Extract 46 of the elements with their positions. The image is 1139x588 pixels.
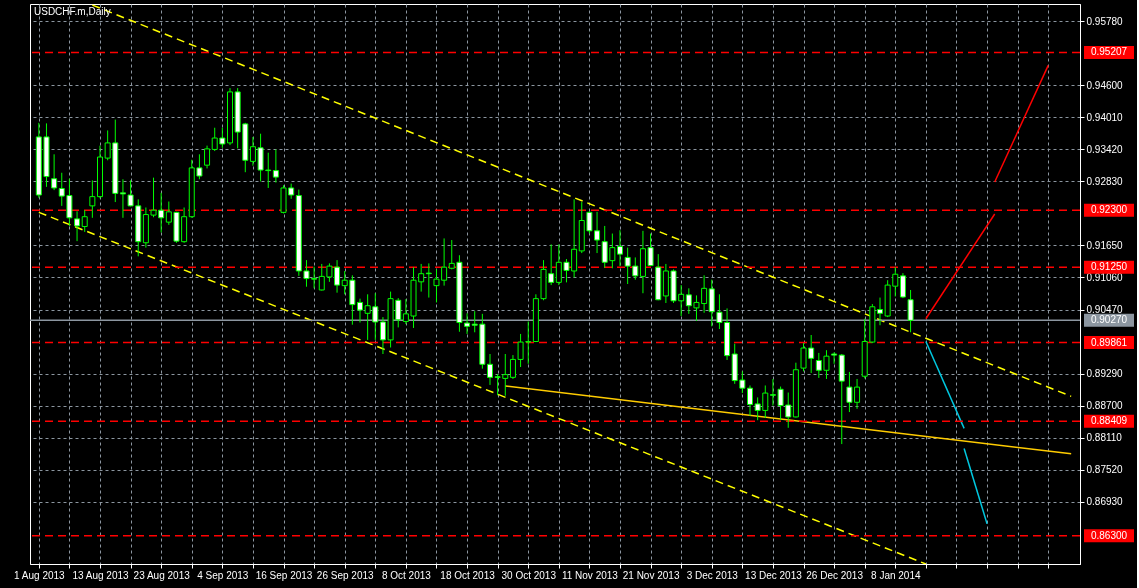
x-tick-label: 11 Nov 2013: [561, 569, 619, 581]
y-tick-label: 0.92830: [1086, 175, 1124, 187]
y-tick-label: 0.90470: [1086, 304, 1124, 315]
ref-line-label: 0.86300: [1090, 529, 1128, 541]
y-tick-label: 0.89290: [1086, 368, 1124, 380]
x-tick-label: 26 Sep 2013: [316, 569, 374, 581]
y-tick-label: 0.87520: [1086, 464, 1124, 476]
y-tick-label: 0.88110: [1086, 432, 1123, 444]
x-tick-label: 8 Oct 2013: [381, 569, 432, 581]
x-tick-label: 30 Oct 2013: [501, 569, 557, 581]
x-tick-label: 8 Jan 2014: [871, 569, 921, 581]
candlestick: [81, 209, 88, 233]
candlestick: [74, 210, 81, 242]
ref-line-label: 0.88409: [1090, 415, 1128, 427]
x-tick-label: 13 Dec 2013: [745, 569, 803, 581]
candlestick: [425, 262, 432, 299]
ref-line-label: 0.91250: [1090, 261, 1128, 273]
candlestick: [204, 145, 211, 169]
x-tick-label: 16 Sep 2013: [255, 569, 313, 581]
x-tick-label: 1 Aug 2013: [14, 569, 66, 581]
x-tick-label: 23 Aug 2013: [133, 569, 191, 581]
ref-line-label: 0.90270: [1090, 314, 1128, 326]
y-tick-label: 0.86930: [1086, 496, 1124, 508]
candlestick: [899, 272, 906, 299]
ref-line-label: 0.95207: [1090, 46, 1128, 58]
y-tick-label: 0.93420: [1086, 143, 1124, 155]
x-tick-label: 18 Oct 2013: [440, 569, 496, 581]
x-tick-label: 13 Aug 2013: [72, 569, 130, 581]
chart-title: USDCHF.m,Daily: [34, 6, 111, 17]
y-tick-label: 0.88700: [1086, 400, 1124, 412]
candlestick: [831, 351, 838, 365]
y-tick-label: 0.91060: [1086, 271, 1124, 283]
ref-line-label: 0.92300: [1090, 204, 1128, 216]
y-tick-label: 0.94600: [1086, 79, 1124, 91]
ref-line-label: 0.89861: [1090, 336, 1128, 348]
x-tick-label: 3 Dec 2013: [686, 569, 739, 581]
y-tick-label: 0.94010: [1086, 111, 1124, 123]
candlestick: [51, 153, 58, 191]
candlestick: [907, 289, 914, 333]
candlestick: [708, 279, 715, 327]
x-tick-label: 21 Nov 2013: [622, 569, 680, 581]
y-tick-label: 0.91650: [1086, 239, 1124, 251]
candlestick: [272, 148, 279, 184]
x-tick-label: 4 Sep 2013: [197, 569, 249, 581]
x-tick-label: 26 Dec 2013: [806, 569, 864, 581]
y-tick-label: 0.95780: [1086, 15, 1124, 27]
